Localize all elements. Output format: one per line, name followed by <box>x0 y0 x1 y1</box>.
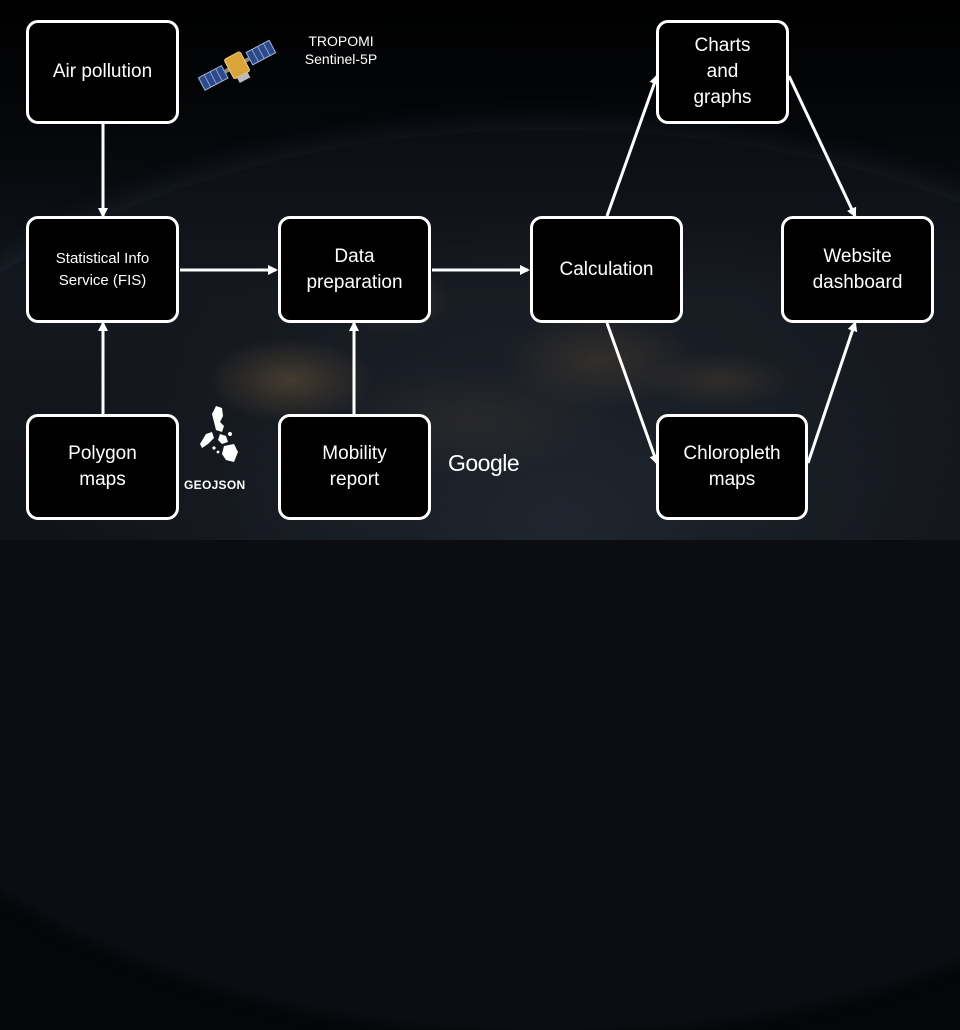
node-website-dashboard: Website dashboard <box>781 216 934 323</box>
node-label: Air pollution <box>52 61 153 82</box>
geojson-logo: GEOJSON <box>184 478 246 492</box>
flow-arrows <box>98 74 858 465</box>
node-charts-and-graphs: Charts and graphs <box>656 20 789 124</box>
node-polygon-maps: Polygon maps <box>26 414 179 520</box>
arrow-calc-to-charts <box>605 74 660 217</box>
node-chloropleth-maps: Chloropleth maps <box>656 414 808 520</box>
philippines-map-icon <box>200 406 238 462</box>
node-mobility-report: Mobility report <box>278 414 431 520</box>
satellite-caption: TROPOMI Sentinel-5P <box>304 33 378 67</box>
node-air-pollution: Air pollution <box>26 20 179 124</box>
google-logo: Google <box>448 450 520 476</box>
node-label: Data preparation <box>306 245 403 293</box>
satellite-icon <box>197 39 277 91</box>
arrow-calc-to-chloropleth <box>605 322 660 465</box>
node-label: Statistical Info Service (FIS) <box>55 249 150 289</box>
node-label: Mobility report <box>322 443 387 490</box>
node-data-preparation: Data preparation <box>278 216 431 323</box>
arrow-charts-to-website <box>787 75 857 218</box>
node-calculation: Calculation <box>530 216 683 323</box>
node-label: Charts and graphs <box>693 35 752 108</box>
arrow-chloropleth-to-website <box>806 321 858 464</box>
node-label: Website dashboard <box>812 245 903 293</box>
node-label: Polygon maps <box>68 443 137 490</box>
node-statistical-info-service: Statistical Info Service (FIS) <box>26 216 179 323</box>
node-label: Chloropleth maps <box>683 443 781 490</box>
node-label: Calculation <box>559 258 654 280</box>
